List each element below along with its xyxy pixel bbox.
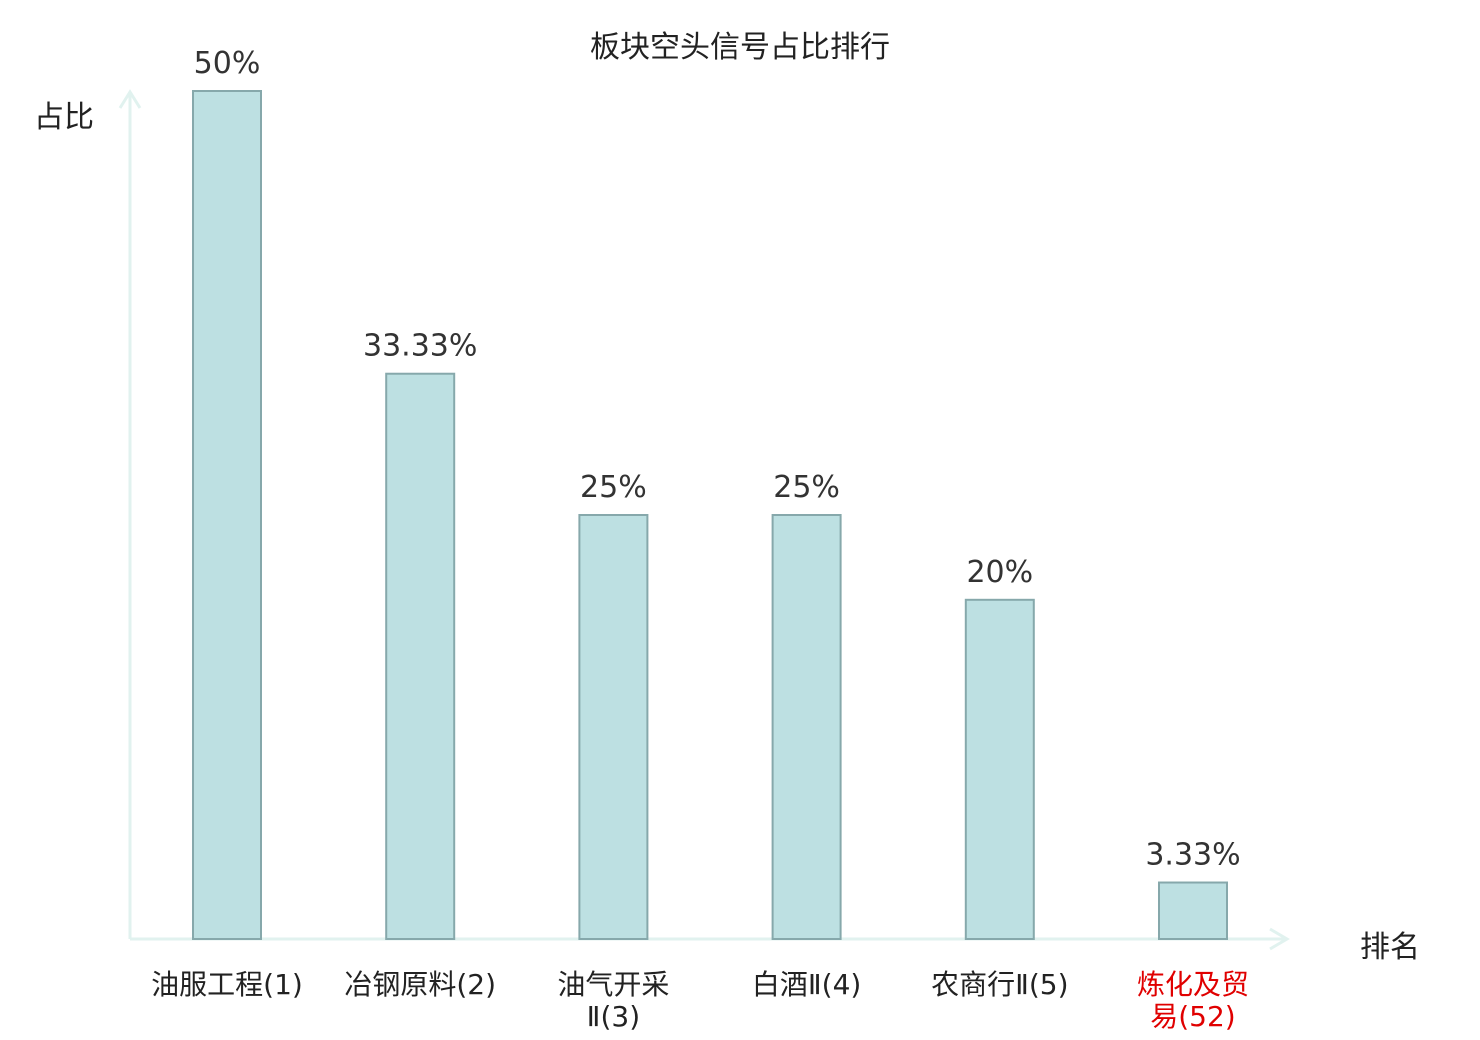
data-label: 33.33% [363,329,477,364]
x-tick-label: 农商行Ⅱ(5) [931,968,1068,1001]
x-axis-arrow [1269,927,1290,951]
bar [192,90,262,940]
data-label: 25% [773,470,840,505]
x-tick-label: Ⅱ(3) [587,1000,640,1033]
bar [385,372,456,940]
data-label: 20% [966,555,1033,590]
x-tick-label: 白酒Ⅱ(4) [752,968,861,1001]
y-axis-arrow [118,89,142,109]
x-tick-label: 油气开采 [557,968,669,1001]
bar [771,514,842,940]
data-label: 25% [580,470,647,505]
y-axis-label: 占比 [34,100,94,135]
data-label: 50% [194,46,261,81]
bar [964,598,1035,940]
bar [1158,881,1228,940]
x-tick-label: 油服工程(1) [151,968,303,1001]
x-axis-label: 排名 [1360,930,1420,965]
x-tick-label: 冶钢原料(2) [344,968,496,1001]
bar [578,514,649,940]
x-tick-label: 易(52) [1150,1000,1235,1033]
x-tick-label: 炼化及贸 [1137,968,1249,1001]
data-label: 3.33% [1145,838,1240,873]
chart-title: 板块空头信号占比排行 [590,30,890,65]
